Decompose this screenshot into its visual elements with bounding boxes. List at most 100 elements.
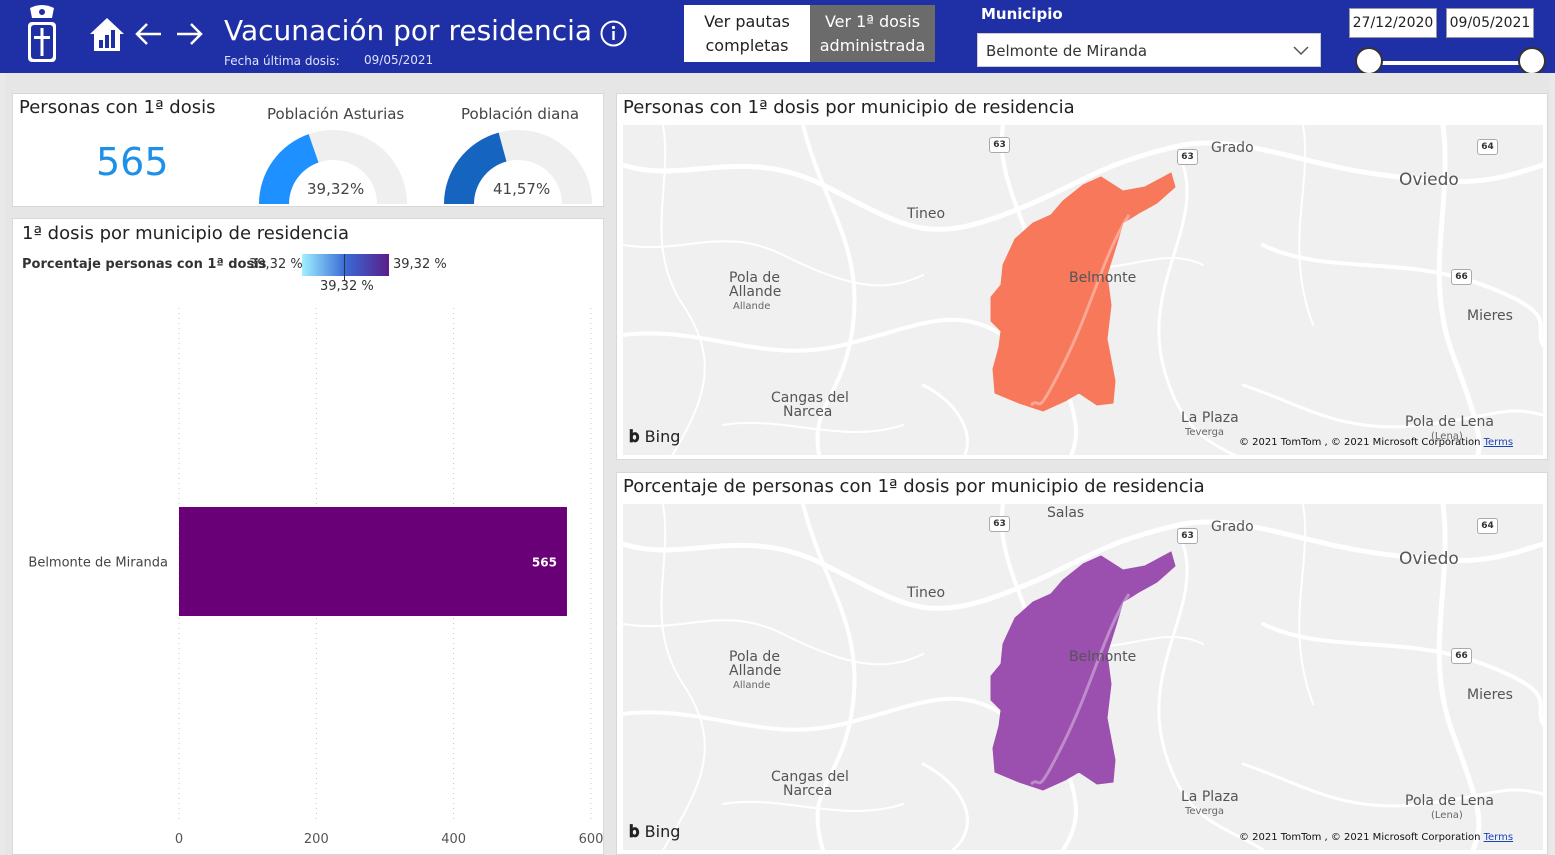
info-icon[interactable]: [600, 20, 627, 47]
map-label-grado: Grado: [1211, 140, 1254, 156]
belmonte-region-svg: [990, 172, 1176, 412]
gauge-asturias: [259, 130, 407, 204]
municipio-label: Municipio: [981, 5, 1063, 23]
belmonte-region-svg: [990, 551, 1176, 791]
date-start-input[interactable]: 27/12/2020: [1349, 8, 1437, 38]
map-label-cangas-2: Narcea: [783, 783, 833, 799]
map-label-pola-lena: Pola de Lena: [1405, 414, 1494, 430]
gauge-asturias-title: Población Asturias: [267, 105, 405, 123]
gauge-fill-arc: [444, 132, 507, 204]
map2-canvas[interactable]: Grado Oviedo Tineo Pola de Allande Allande Bel…: [623, 504, 1543, 850]
date-range-slider-track[interactable]: [1369, 61, 1532, 65]
date-range-start-handle[interactable]: [1355, 47, 1383, 75]
map-label-tineo: Tineo: [907, 206, 946, 222]
gauge-asturias-value: 39,32%: [307, 180, 365, 198]
map-label-cangas-1: Cangas del: [771, 390, 849, 406]
gauge-diana-value: 41,57%: [493, 180, 551, 198]
legend-max: 39,32 %: [393, 257, 447, 272]
map-label-la-plaza: La Plaza: [1181, 789, 1239, 805]
map-label-pola-allande-1: Pola de: [729, 270, 780, 286]
map-label-oviedo: Oviedo: [1399, 170, 1459, 190]
map-label-cangas-2: Narcea: [783, 404, 833, 420]
bar-belmonte-de-miranda[interactable]: [179, 507, 567, 616]
map-label-mieres: Mieres: [1467, 687, 1513, 703]
kpi-value: 565: [96, 140, 169, 184]
view-full-schedule-button[interactable]: Ver pautas completas: [684, 5, 810, 62]
road-shield-63: 63: [1177, 149, 1198, 165]
legend-marker: [344, 254, 345, 280]
bar-chart: 0 200 400 600 Belmonte de Miranda 565: [28, 308, 604, 847]
region-river: [1030, 214, 1131, 407]
last-dose-label: Fecha última dosis:: [224, 54, 340, 68]
map-copyright: © 2021 TomTom , © 2021 Microsoft Corpora…: [1239, 437, 1513, 448]
bing-icon: 𝐛: [629, 427, 640, 447]
kpi-title: Personas con 1ª dosis: [19, 97, 216, 118]
home-icon[interactable]: [88, 14, 126, 54]
gauge-diana: [444, 130, 592, 204]
forward-arrow-icon[interactable]: [174, 14, 204, 54]
map-label-lena: (Lena): [1431, 431, 1463, 442]
map-label-salas: Salas: [1047, 505, 1085, 521]
map-label-teverga: Teverga: [1185, 427, 1225, 438]
map-roads: [623, 125, 1543, 455]
terms-link[interactable]: Terms: [1483, 832, 1514, 843]
belmonte-region[interactable]: [990, 172, 1176, 412]
map-label-teverga: Teverga: [1185, 806, 1225, 817]
view-first-dose-button[interactable]: Ver 1ª dosis administrada: [810, 5, 935, 62]
legend-title: Porcentaje personas con 1ª dosis: [22, 257, 267, 272]
road-shield-66: 66: [1451, 269, 1472, 285]
map-label-grado: Grado: [1211, 519, 1254, 535]
legend-min: 39,32 %: [249, 257, 303, 272]
road-shield-66: 66: [1451, 648, 1472, 664]
road-shield-63: 63: [989, 137, 1010, 153]
gauge-fill-arc: [259, 134, 319, 204]
map-label-mieres: Mieres: [1467, 308, 1513, 324]
x-tick-label: 400: [441, 832, 466, 847]
y-category-label: Belmonte de Miranda: [28, 556, 168, 571]
map-label-lena: (Lena): [1431, 810, 1463, 821]
map-label-allande: Allande: [733, 301, 771, 312]
x-tick-label: 200: [304, 832, 329, 847]
map-label-pola-allande-1: Pola de: [729, 649, 780, 665]
map-label-belmonte: Belmonte: [1069, 649, 1137, 665]
date-range-end-handle[interactable]: [1518, 47, 1546, 75]
back-arrow-icon[interactable]: [134, 14, 164, 54]
map-label-cangas-1: Cangas del: [771, 769, 849, 785]
bing-label: Bing: [644, 427, 681, 446]
map1-canvas[interactable]: Grado Oviedo Tineo Pola de Allande Allande Bel…: [623, 125, 1543, 455]
map-label-belmonte: Belmonte: [1069, 270, 1137, 286]
x-tick-label: 0: [175, 832, 183, 847]
map-label-la-plaza: La Plaza: [1181, 410, 1239, 426]
map-label-pola-allande-2: Allande: [729, 284, 782, 300]
header-bar: Vacunación por residencia Fecha última d…: [0, 0, 1555, 75]
date-end-input[interactable]: 09/05/2021: [1446, 8, 1534, 38]
bing-icon: 𝐛: [629, 822, 640, 842]
road-shield-64: 64: [1477, 139, 1498, 155]
legend-gradient: [302, 254, 389, 276]
map1-title: Personas con 1ª dosis por municipio de r…: [623, 97, 1075, 118]
map2-title: Porcentaje de personas con 1ª dosis por …: [623, 476, 1205, 497]
bing-logo: 𝐛 Bing: [629, 427, 680, 447]
map-label-oviedo: Oviedo: [1399, 549, 1459, 569]
map-label-pola-allande-2: Allande: [729, 663, 782, 679]
copyright-text: © 2021 TomTom , © 2021 Microsoft Corpora…: [1239, 832, 1484, 843]
bar-panel-title: 1ª dosis por municipio de residencia: [22, 223, 350, 244]
municipio-selected-value: Belmonte de Miranda: [986, 42, 1148, 60]
page-title: Vacunación por residencia: [224, 14, 593, 47]
x-tick-label: 600: [579, 832, 604, 847]
map-copyright: © 2021 TomTom , © 2021 Microsoft Corpora…: [1239, 832, 1513, 843]
gauge-diana-title: Población diana: [461, 105, 580, 123]
copyright-text: © 2021 TomTom , © 2021 Microsoft Corpora…: [1239, 437, 1484, 448]
view-full-schedule-label: Ver pautas completas: [704, 11, 790, 55]
legend-mid: 39,32 %: [320, 279, 374, 294]
map-label-allande: Allande: [733, 680, 771, 691]
last-dose-date: 09/05/2021: [364, 53, 434, 67]
bing-logo: 𝐛 Bing: [629, 822, 680, 842]
road-shield-63: 63: [1177, 528, 1198, 544]
belmonte-region[interactable]: [990, 551, 1176, 791]
chevron-down-icon: [1293, 46, 1309, 56]
terms-link[interactable]: Terms: [1483, 437, 1514, 448]
bing-label: Bing: [644, 822, 681, 841]
view-first-dose-label: Ver 1ª dosis administrada: [819, 11, 926, 55]
municipio-dropdown[interactable]: Belmonte de Miranda: [977, 33, 1321, 67]
